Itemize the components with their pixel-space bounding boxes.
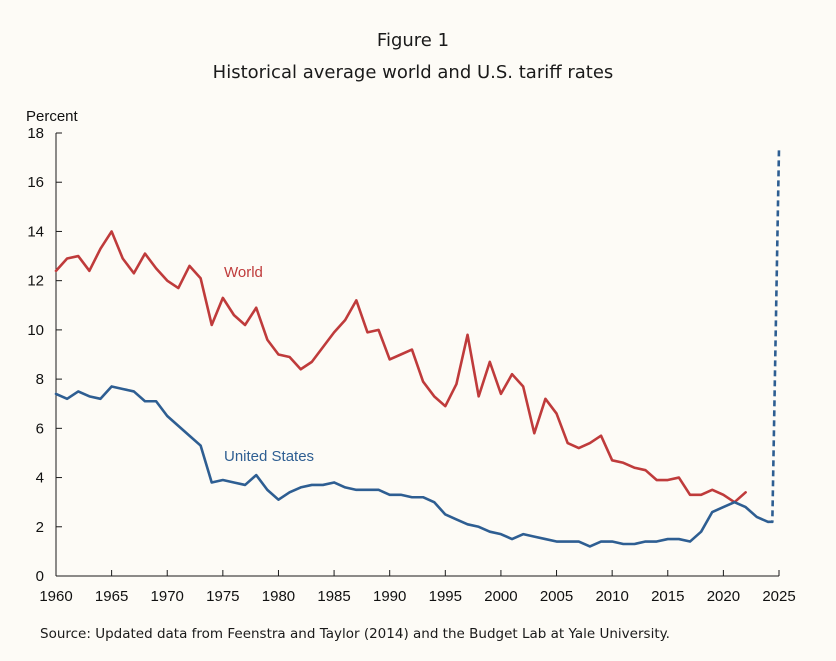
y-tick-label: 6 [36,420,44,437]
series-line-united-states [54,385,770,548]
x-tick-label: 1960 [39,588,72,605]
series-label-world: World [224,264,263,281]
y-tick-label: 4 [36,470,44,487]
y-tick-label: 12 [27,273,44,290]
x-tick-label: 2005 [540,588,573,605]
y-tick-label: 2 [36,519,44,536]
axes: 0 2 4 6 8 10 12 14 16 18 1960 1965 1970 1975 1980 1985 1… [27,125,795,605]
x-tick-label: 2020 [707,588,740,605]
y-tick-label: 8 [36,371,44,388]
y-tick-label: 14 [27,223,44,240]
x-tick-label: 1970 [151,588,184,605]
source-note: Source: Updated data from Feenstra and T… [40,626,670,642]
x-tick-label: 2025 [762,588,795,605]
y-tick-label: 16 [27,174,44,191]
x-tick-label: 1985 [317,588,350,605]
y-tick-label: 18 [27,125,44,142]
x-tick-label: 2000 [484,588,517,605]
x-tick-label: 2015 [651,588,684,605]
x-tick-label: 1990 [373,588,406,605]
series-layer [54,147,781,548]
x-tick-label: 2010 [595,588,628,605]
x-tick-label: 1965 [95,588,128,605]
y-tick-label: 0 [36,568,44,585]
x-tick-label: 1995 [429,588,462,605]
series-line-united-states-projected [767,147,781,524]
x-tick-label: 1975 [206,588,239,605]
y-axis-label: Percent [26,108,79,125]
y-tick-label: 10 [27,322,44,339]
series-label-united-states: United States [224,448,314,465]
x-tick-label: 1980 [262,588,295,605]
series-line-world [54,230,747,504]
figure-label: Figure 1 [377,30,449,51]
chart-title: Historical average world and U.S. tariff… [213,62,614,83]
